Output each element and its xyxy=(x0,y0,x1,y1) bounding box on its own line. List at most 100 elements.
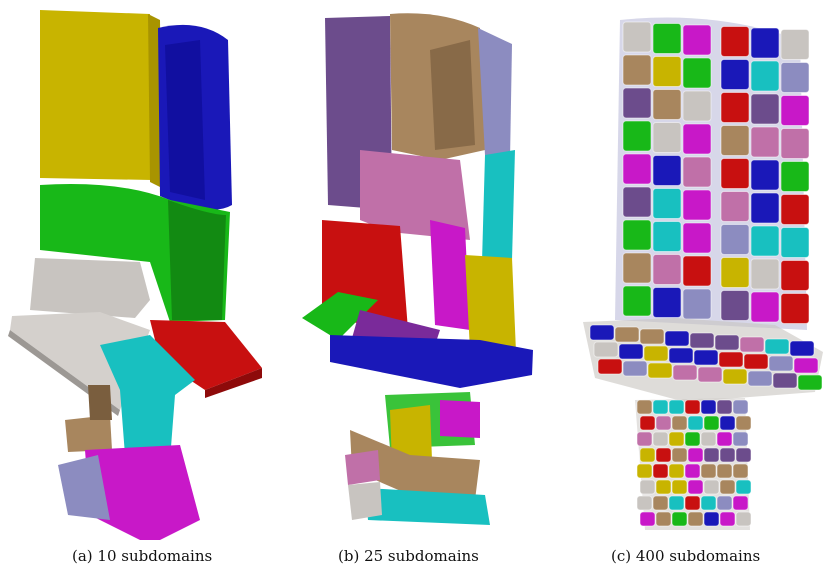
subdomain-tile xyxy=(684,463,701,479)
subdomain-tile xyxy=(682,123,712,155)
subdomain-tile xyxy=(750,126,780,158)
subdomain-tile xyxy=(636,463,653,479)
subdomain-tile xyxy=(750,159,780,191)
subdomain-tile xyxy=(780,293,810,324)
subdomain-blue xyxy=(330,335,533,388)
subdomain-tile xyxy=(684,399,701,415)
subdomain-tile xyxy=(780,128,810,159)
subdomain-tile xyxy=(668,463,685,479)
subdomain-lavender xyxy=(478,28,512,160)
subdomain-tile xyxy=(687,415,704,431)
subdomain-tile xyxy=(622,153,652,185)
subdomain-brown xyxy=(65,415,112,452)
subdomain-tile xyxy=(703,415,720,431)
subdomain-tile xyxy=(652,221,682,252)
subdomain-tile xyxy=(697,366,723,383)
subdomain-pink xyxy=(360,150,470,240)
turbine-blade-25-subdomains xyxy=(302,13,533,525)
subdomain-tile xyxy=(764,338,790,355)
subdomain-tile xyxy=(664,330,690,347)
subdomain-tile xyxy=(750,192,780,224)
subdomain-tile xyxy=(739,336,765,353)
subdomain-tile xyxy=(682,156,712,188)
subdomain-tile xyxy=(732,431,749,447)
subdomain-tile xyxy=(750,291,780,323)
subdomain-tile xyxy=(793,357,819,374)
subdomain-tile xyxy=(750,225,780,257)
subdomain-green xyxy=(302,292,378,340)
subdomain-tile xyxy=(719,511,736,527)
subdomain-tile xyxy=(643,345,669,362)
subdomain-tile xyxy=(652,89,682,120)
subdomain-tile xyxy=(668,399,685,415)
subdomain-tile xyxy=(719,479,736,495)
subdomain-tile xyxy=(652,399,669,415)
subdomain-tile xyxy=(618,343,644,360)
subdomain-yellow xyxy=(40,10,152,180)
subdomain-cyan xyxy=(100,335,195,460)
subdomain-tile xyxy=(684,495,701,511)
panel-10-subdomains: (a) 10 subdomains xyxy=(0,0,280,565)
subdomain-tile xyxy=(750,258,780,290)
subdomain-tile xyxy=(682,189,712,221)
subdomain-tile xyxy=(718,351,744,368)
subdomain-tile xyxy=(639,447,656,463)
subdomain-tile xyxy=(716,431,733,447)
subdomain-tile xyxy=(682,255,712,287)
subdomain-tile xyxy=(687,479,704,495)
subdomain-tile xyxy=(720,257,750,288)
turbine-blade-10-subdomains xyxy=(8,10,262,540)
subdomain-tile xyxy=(636,431,653,447)
subdomain-tile xyxy=(652,463,669,479)
caption-b: (b) 25 subdomains xyxy=(338,547,479,565)
subdomain-tile xyxy=(780,95,810,126)
subdomain-tile xyxy=(671,511,688,527)
subdomain-tile xyxy=(655,447,672,463)
subdomain-tile xyxy=(693,349,719,366)
subdomain-magenta xyxy=(430,220,470,330)
subdomain-tile xyxy=(668,347,694,364)
subdomain-tile xyxy=(655,511,672,527)
subdomain-tile xyxy=(720,158,750,189)
panel-25-subdomains: (b) 25 subdomains xyxy=(290,0,550,565)
subdomain-cyan xyxy=(482,150,515,262)
subdomain-tile xyxy=(735,447,752,463)
subdomain-tile xyxy=(772,372,798,389)
turbine-blade-400-subdomains xyxy=(583,17,823,530)
subdomain-tile xyxy=(622,219,652,251)
subdomain-tile xyxy=(750,27,780,59)
subdomain-tile xyxy=(682,222,712,254)
subdomain-tile xyxy=(719,415,736,431)
subdomain-tile xyxy=(639,415,656,431)
subdomain-tile xyxy=(689,332,715,349)
subdomain-tile xyxy=(780,194,810,225)
subdomain-tile xyxy=(652,155,682,186)
subdomain-tile xyxy=(597,358,623,375)
subdomain-tile xyxy=(735,479,752,495)
subdomain-tile xyxy=(732,495,749,511)
subdomain-tile xyxy=(652,495,669,511)
subdomain-tile xyxy=(700,495,717,511)
subdomain-tile xyxy=(622,87,652,119)
subdomain-tile xyxy=(719,447,736,463)
subdomain-tile xyxy=(655,415,672,431)
subdomain-tile xyxy=(720,92,750,123)
subdomain-tile xyxy=(797,374,823,391)
subdomain-tile xyxy=(703,511,720,527)
subdomain-tile xyxy=(780,227,810,258)
subdomain-tile xyxy=(684,431,701,447)
subdomain-tile xyxy=(652,287,682,318)
subdomain-tile xyxy=(672,364,698,381)
subdomain-gray xyxy=(30,258,150,318)
subdomain-tile xyxy=(732,399,749,415)
subdomain-tile xyxy=(722,368,748,385)
caption-c: (c) 400 subdomains xyxy=(611,547,761,565)
subdomain-tile xyxy=(720,26,750,57)
subdomain-tile xyxy=(682,24,712,56)
subdomain-tile xyxy=(622,120,652,152)
subdomain-tile xyxy=(668,431,685,447)
subdomain-tile xyxy=(780,260,810,291)
subdomain-tile xyxy=(639,328,665,345)
subdomain-tile xyxy=(780,161,810,192)
subdomain-tile xyxy=(671,415,688,431)
